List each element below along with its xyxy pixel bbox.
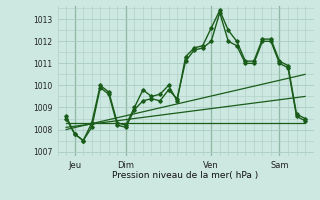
X-axis label: Pression niveau de la mer( hPa ): Pression niveau de la mer( hPa ) <box>112 171 259 180</box>
